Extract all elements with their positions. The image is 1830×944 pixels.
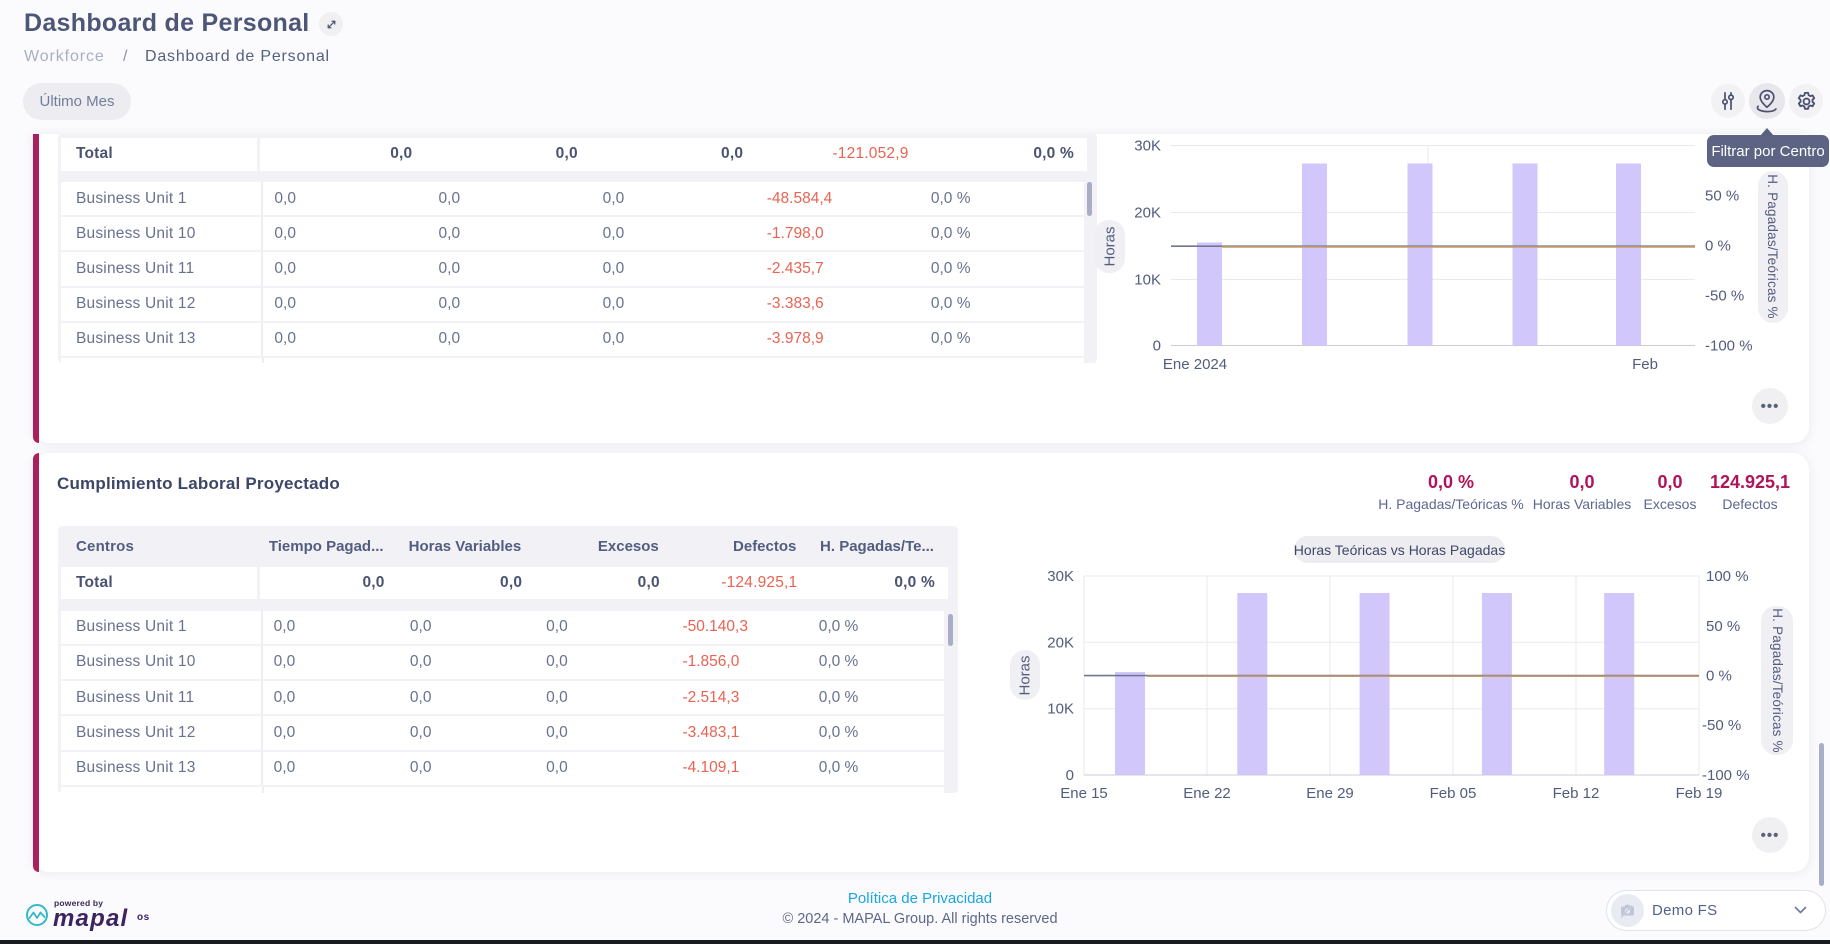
svg-text:Ene 29: Ene 29 [1306,785,1354,802]
svg-text:os: os [137,912,150,923]
svg-text:30K: 30K [1134,138,1161,155]
svg-text:Feb: Feb [1632,356,1658,373]
svg-text:Ene 15: Ene 15 [1060,785,1108,802]
svg-text:-100 %: -100 % [1702,767,1750,784]
svg-text:0: 0 [1153,338,1161,355]
svg-text:-50 %: -50 % [1702,717,1741,734]
svg-text:-50 %: -50 % [1705,288,1744,305]
svg-text:Feb 05: Feb 05 [1430,785,1477,802]
svg-text:Feb 12: Feb 12 [1553,785,1600,802]
svg-text:50 %: 50 % [1706,618,1740,635]
svg-text:mapal: mapal [53,905,128,932]
svg-text:Feb 19: Feb 19 [1676,785,1723,802]
svg-text:20K: 20K [1047,634,1074,651]
svg-text:-100 %: -100 % [1705,338,1753,355]
svg-text:100 %: 100 % [1706,568,1749,585]
svg-text:powered by: powered by [54,898,103,908]
svg-text:30K: 30K [1047,568,1074,585]
svg-text:Ene 22: Ene 22 [1183,785,1231,802]
svg-text:20K: 20K [1134,205,1161,222]
svg-text:0 %: 0 % [1706,668,1732,685]
svg-text:50 %: 50 % [1705,188,1739,205]
svg-text:10K: 10K [1047,701,1074,718]
svg-text:0 %: 0 % [1705,238,1731,255]
svg-text:Ene 2024: Ene 2024 [1163,356,1227,373]
svg-text:10K: 10K [1134,272,1161,289]
svg-text:0: 0 [1066,767,1074,784]
